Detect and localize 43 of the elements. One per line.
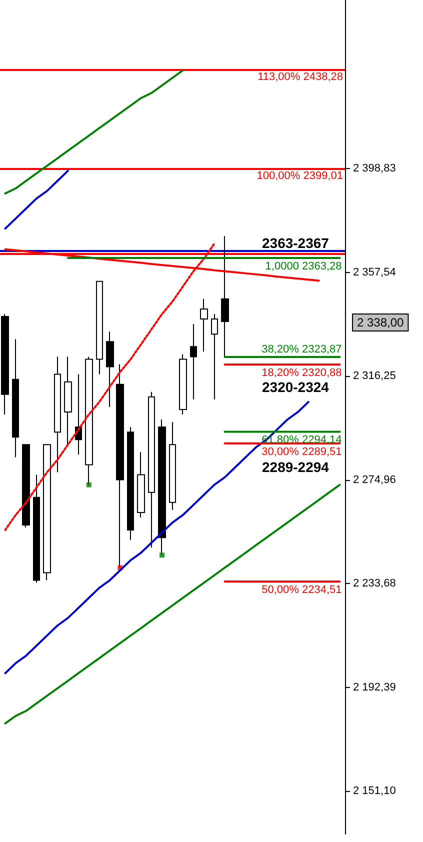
candlestick (85, 356, 93, 486)
candlestick (137, 452, 145, 518)
candlestick (22, 444, 30, 528)
point (86, 482, 92, 488)
candlestick (179, 354, 187, 415)
y-tick-label: 2 398,83 (353, 162, 396, 175)
candlestick (211, 314, 218, 400)
candlestick (12, 338, 19, 458)
series-label: 38,20% 2323,87 (262, 344, 342, 356)
series-label: 1,0000 2363,28 (265, 260, 342, 273)
candlestick (148, 391, 155, 548)
candlestick (43, 444, 51, 581)
y-tick-label: 2 151,10 (353, 785, 396, 798)
text: 2 338,00 (357, 316, 404, 330)
candlestick (96, 280, 103, 375)
ref-line-label: 113,00% 2438,28 (258, 71, 343, 84)
y-tick-label: 2 274,96 (353, 474, 396, 486)
candlestick (1, 314, 9, 415)
annotation: 2363-2367 (262, 235, 330, 251)
annotation: 2289-2294 (262, 459, 330, 475)
ref-line-label: 100,00% 2399,01 (256, 170, 343, 182)
series-label: 50,00% 2234,51 (262, 584, 342, 596)
series-label: 18,20% 2320,88 (262, 367, 342, 380)
candlestick (54, 356, 61, 473)
y-tick-label: 2 316,25 (353, 370, 396, 382)
y-tick-label: 2 192,39 (353, 681, 396, 694)
y-tick-label: 2 233,68 (353, 578, 396, 590)
candlestick (169, 422, 176, 510)
y-tick-label: 2 357,54 (353, 266, 396, 278)
line-series (4, 170, 69, 230)
line-series (4, 484, 341, 724)
series-label: 30,00% 2289,51 (262, 446, 342, 458)
candlestick (190, 324, 197, 400)
candlestick (75, 374, 82, 456)
point (160, 552, 165, 558)
candlestick (64, 356, 72, 446)
candlestick (221, 236, 229, 358)
line-series (4, 69, 184, 194)
candlestick (200, 298, 208, 352)
candlestick (127, 426, 134, 541)
annotation: 2320-2324 (262, 379, 330, 395)
candlestick (33, 474, 40, 584)
candlestick (106, 331, 114, 408)
